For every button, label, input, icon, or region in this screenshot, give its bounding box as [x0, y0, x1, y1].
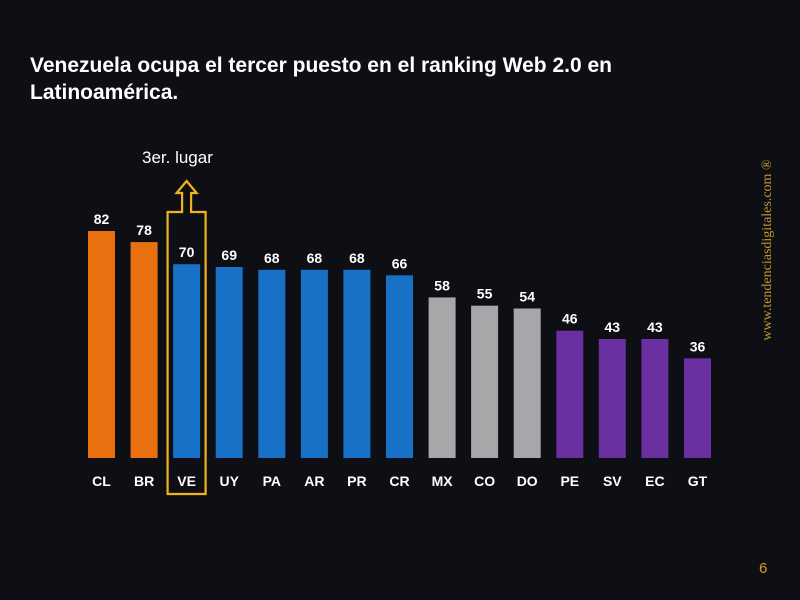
bar-ar: [300, 269, 328, 458]
value-label-mx: 58: [434, 277, 450, 293]
category-label-cr: CR: [389, 473, 409, 489]
highlight-box-arrow: [166, 179, 207, 496]
category-label-ar: AR: [304, 473, 324, 489]
category-label-do: DO: [517, 473, 538, 489]
bar-ec: [641, 339, 669, 458]
category-label-gt: GT: [688, 473, 708, 489]
bar-mx: [428, 297, 456, 458]
value-label-pr: 68: [349, 250, 365, 266]
bar-ve: [173, 264, 201, 458]
category-label-pa: PA: [263, 473, 281, 489]
category-label-co: CO: [474, 473, 495, 489]
category-label-mx: MX: [432, 473, 454, 489]
bar-br: [130, 242, 158, 458]
value-label-ar: 68: [307, 250, 323, 266]
value-label-uy: 69: [221, 247, 237, 263]
bar-sv: [598, 339, 626, 458]
bar-pa: [258, 269, 286, 458]
category-label-uy: UY: [219, 473, 239, 489]
category-labels-layer: CL BR VE UY PA AR PR CR MX CO DO PE SV EC GT: [92, 473, 707, 489]
value-label-gt: 36: [690, 338, 706, 354]
category-label-pr: PR: [347, 473, 366, 489]
value-label-sv: 43: [605, 319, 621, 335]
bar-pr: [343, 269, 371, 458]
value-labels-layer: 82 78 70 69 68 68 68 66 58 55 54 46 43 43 36: [94, 211, 706, 354]
third-place-annotation: 3er. lugar: [142, 148, 213, 167]
category-label-ec: EC: [645, 473, 664, 489]
category-label-sv: SV: [603, 473, 622, 489]
bar-do: [513, 308, 541, 458]
bars-layer: [88, 231, 711, 458]
bar-cr: [386, 275, 413, 458]
value-label-pe: 46: [562, 311, 578, 327]
value-label-ve: 70: [179, 244, 195, 260]
slide-title: Venezuela ocupa el tercer puesto en el r…: [30, 54, 612, 104]
category-label-pe: PE: [560, 473, 579, 489]
bar-co: [471, 305, 499, 458]
website-watermark: www.tendenciasdigitales.com ®: [760, 159, 775, 341]
bar-gt: [684, 358, 711, 458]
value-label-co: 55: [477, 286, 493, 302]
value-label-br: 78: [136, 222, 152, 238]
page-number: 6: [759, 560, 768, 577]
value-label-pa: 68: [264, 250, 280, 266]
category-label-cl: CL: [92, 473, 111, 489]
bar-pe: [556, 330, 584, 458]
category-label-br: BR: [134, 473, 154, 489]
value-label-cr: 66: [392, 255, 408, 271]
value-label-do: 54: [519, 289, 535, 305]
value-label-ec: 43: [647, 319, 663, 335]
highlight-layer: [166, 179, 207, 496]
category-label-ve: VE: [177, 473, 196, 489]
bar-uy: [215, 267, 243, 458]
value-label-cl: 82: [94, 211, 110, 227]
bar-cl: [88, 231, 115, 458]
